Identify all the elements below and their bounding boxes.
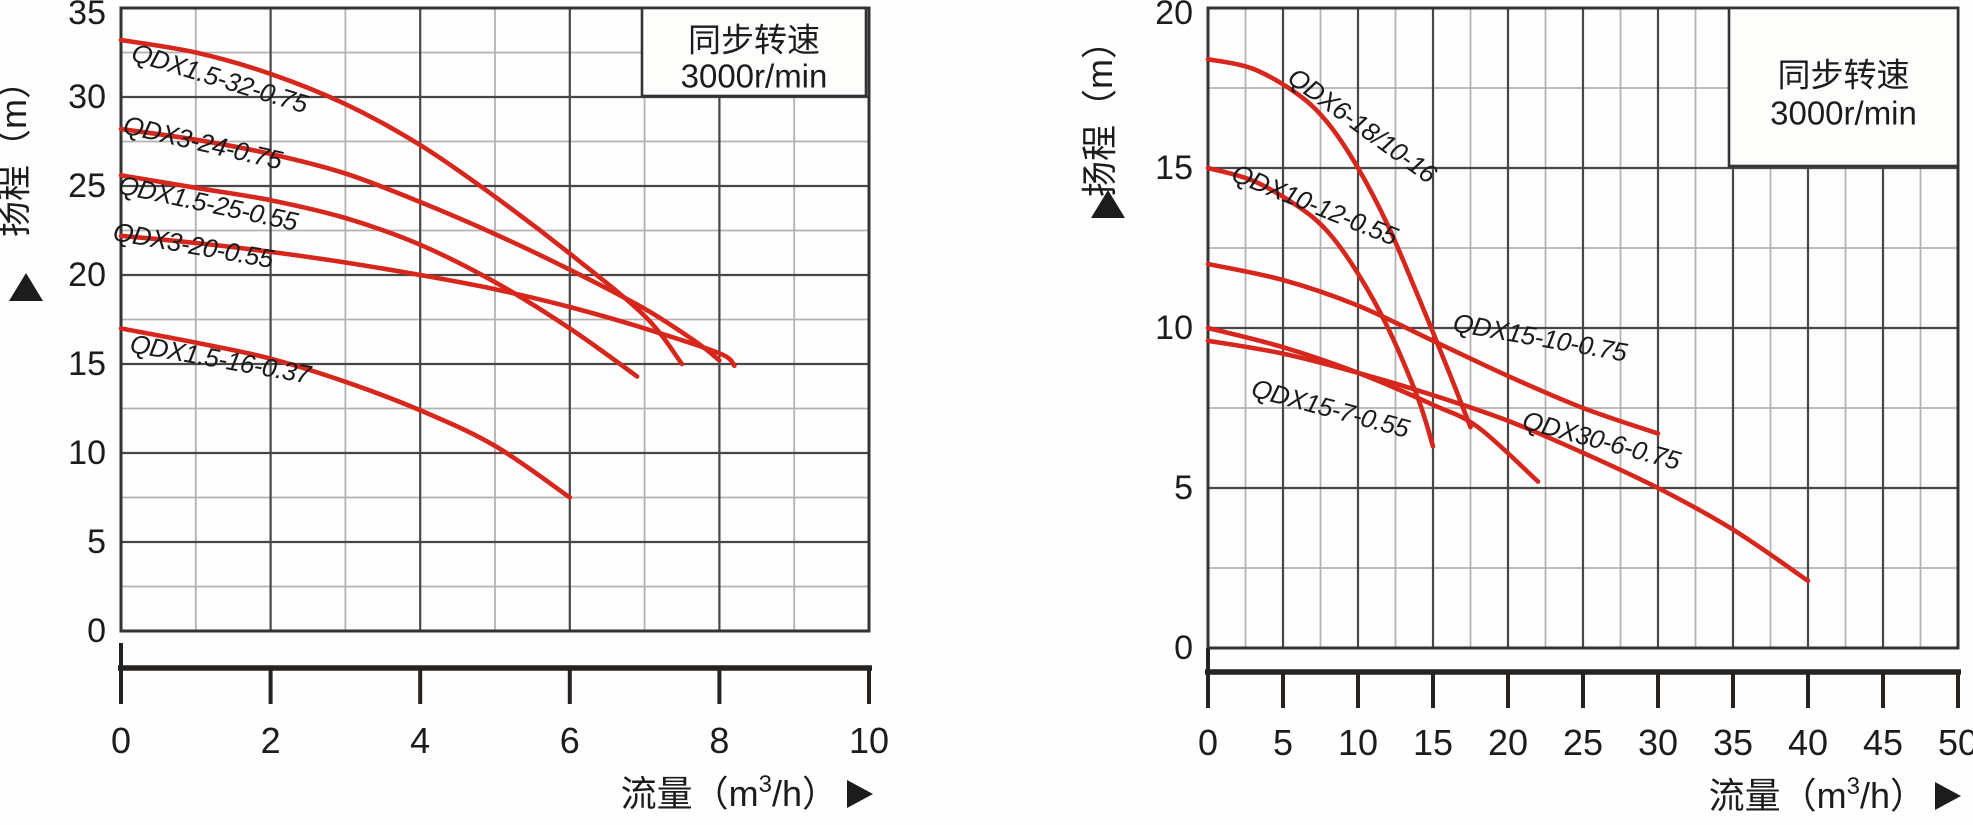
x-tick-label: 15 <box>1413 722 1453 763</box>
curve-QDX30-6-0.75 <box>1205 338 1811 584</box>
speed-note-text: 3000r/min <box>681 58 828 95</box>
y-tick-label: 20 <box>68 256 106 294</box>
y-tick-label: 20 <box>1155 0 1193 32</box>
x-axis-arrow-icon <box>1935 782 1961 810</box>
x-tick-label: 10 <box>1338 722 1378 763</box>
x-axis-title: 流量（m3/h） <box>621 771 838 814</box>
y-tick-label: 15 <box>1155 149 1193 187</box>
x-axis-title: 流量（m3/h） <box>1709 773 1926 816</box>
x-tick-label: 4 <box>410 720 430 761</box>
y-tick-label: 35 <box>68 0 106 32</box>
speed-note-text: 同步转速 <box>688 22 820 59</box>
x-tick-label: 6 <box>560 720 580 761</box>
y-axis-title: 扬程（m） <box>0 63 34 237</box>
curve-label-QDX15-10-0.75: QDX15-10-0.75 <box>1451 307 1630 367</box>
x-tick-label: 2 <box>261 720 281 761</box>
x-tick-label: 35 <box>1713 722 1753 763</box>
speed-note-border <box>1727 6 1960 168</box>
y-tick-label: 10 <box>1155 309 1193 347</box>
y-tick-label: 5 <box>1174 469 1193 507</box>
speed-note-text: 3000r/min <box>1770 95 1917 132</box>
plot-border <box>119 6 871 633</box>
curve-label-QDX1.5-16-0.37: QDX1.5-16-0.37 <box>128 328 315 390</box>
x-axis: 0 2 4 6 8 10 流量（m3/h） <box>111 643 889 814</box>
y-axis-title: 扬程（m） <box>1079 23 1120 197</box>
y-axis-arrow-icon <box>1091 190 1125 218</box>
x-tick-label: 20 <box>1488 722 1528 763</box>
curve-QDX15-10-0.75 <box>1205 261 1661 436</box>
speed-note-border <box>640 6 868 98</box>
curve-QDX15-7-0.55 <box>1205 325 1541 484</box>
x-tick-label: 0 <box>111 720 131 761</box>
y-tick-label: 10 <box>68 434 106 472</box>
y-axis: 20 15 10 5 0 扬程（m） <box>1079 0 1193 667</box>
curve-label-QDX6-18/10-16: QDX6-18/10-16 <box>1282 62 1443 190</box>
curve-QDX3-20-0.55 <box>118 233 737 369</box>
y-tick-label: 25 <box>68 167 106 205</box>
y-tick-label: 15 <box>68 345 106 383</box>
plot-grid <box>119 6 871 633</box>
y-tick-label: 5 <box>87 523 106 561</box>
x-tick-label: 10 <box>849 720 889 761</box>
x-tick-label: 0 <box>1198 722 1218 763</box>
x-tick-label: 8 <box>709 720 729 761</box>
x-tick-label: 25 <box>1563 722 1603 763</box>
y-tick-label: 0 <box>87 612 106 650</box>
x-tick-label: 50 <box>1938 722 1973 763</box>
speed-note-text: 同步转速 <box>1778 57 1910 94</box>
curve-QDX10-12-0.55 <box>1205 165 1436 449</box>
curve-QDX3-24-0.75 <box>118 126 722 363</box>
curve-label-QDX3-24-0.75: QDX3-24-0.75 <box>121 110 286 176</box>
curve-QDX1.5-25-0.55 <box>118 173 640 379</box>
x-tick-label: 40 <box>1788 722 1828 763</box>
y-tick-label: 0 <box>1174 629 1193 667</box>
y-axis-arrow-icon <box>9 273 43 301</box>
left-pump-curve-chart: 同步转速3000r/minQDX1.5-32-0.75QDX3-24-0.75Q… <box>0 0 889 814</box>
curve-QDX6-18/10-16 <box>1205 56 1473 430</box>
x-axis-arrow-icon <box>847 780 873 808</box>
y-tick-label: 30 <box>68 78 106 116</box>
x-tick-label: 5 <box>1273 722 1293 763</box>
x-tick-label: 30 <box>1638 722 1678 763</box>
y-axis: 35 30 25 20 15 10 5 0 扬程（m） <box>0 0 106 650</box>
right-pump-curve-chart: 同步转速3000r/minQDX6-18/10-16QDX10-12-0.55Q… <box>1079 0 1973 816</box>
x-tick-label: 45 <box>1863 722 1903 763</box>
x-axis: 0 5 10 15 20 25 30 35 40 45 50 流量（m3/h） <box>1198 648 1973 816</box>
curve-QDX1.5-16-0.37 <box>118 326 573 500</box>
